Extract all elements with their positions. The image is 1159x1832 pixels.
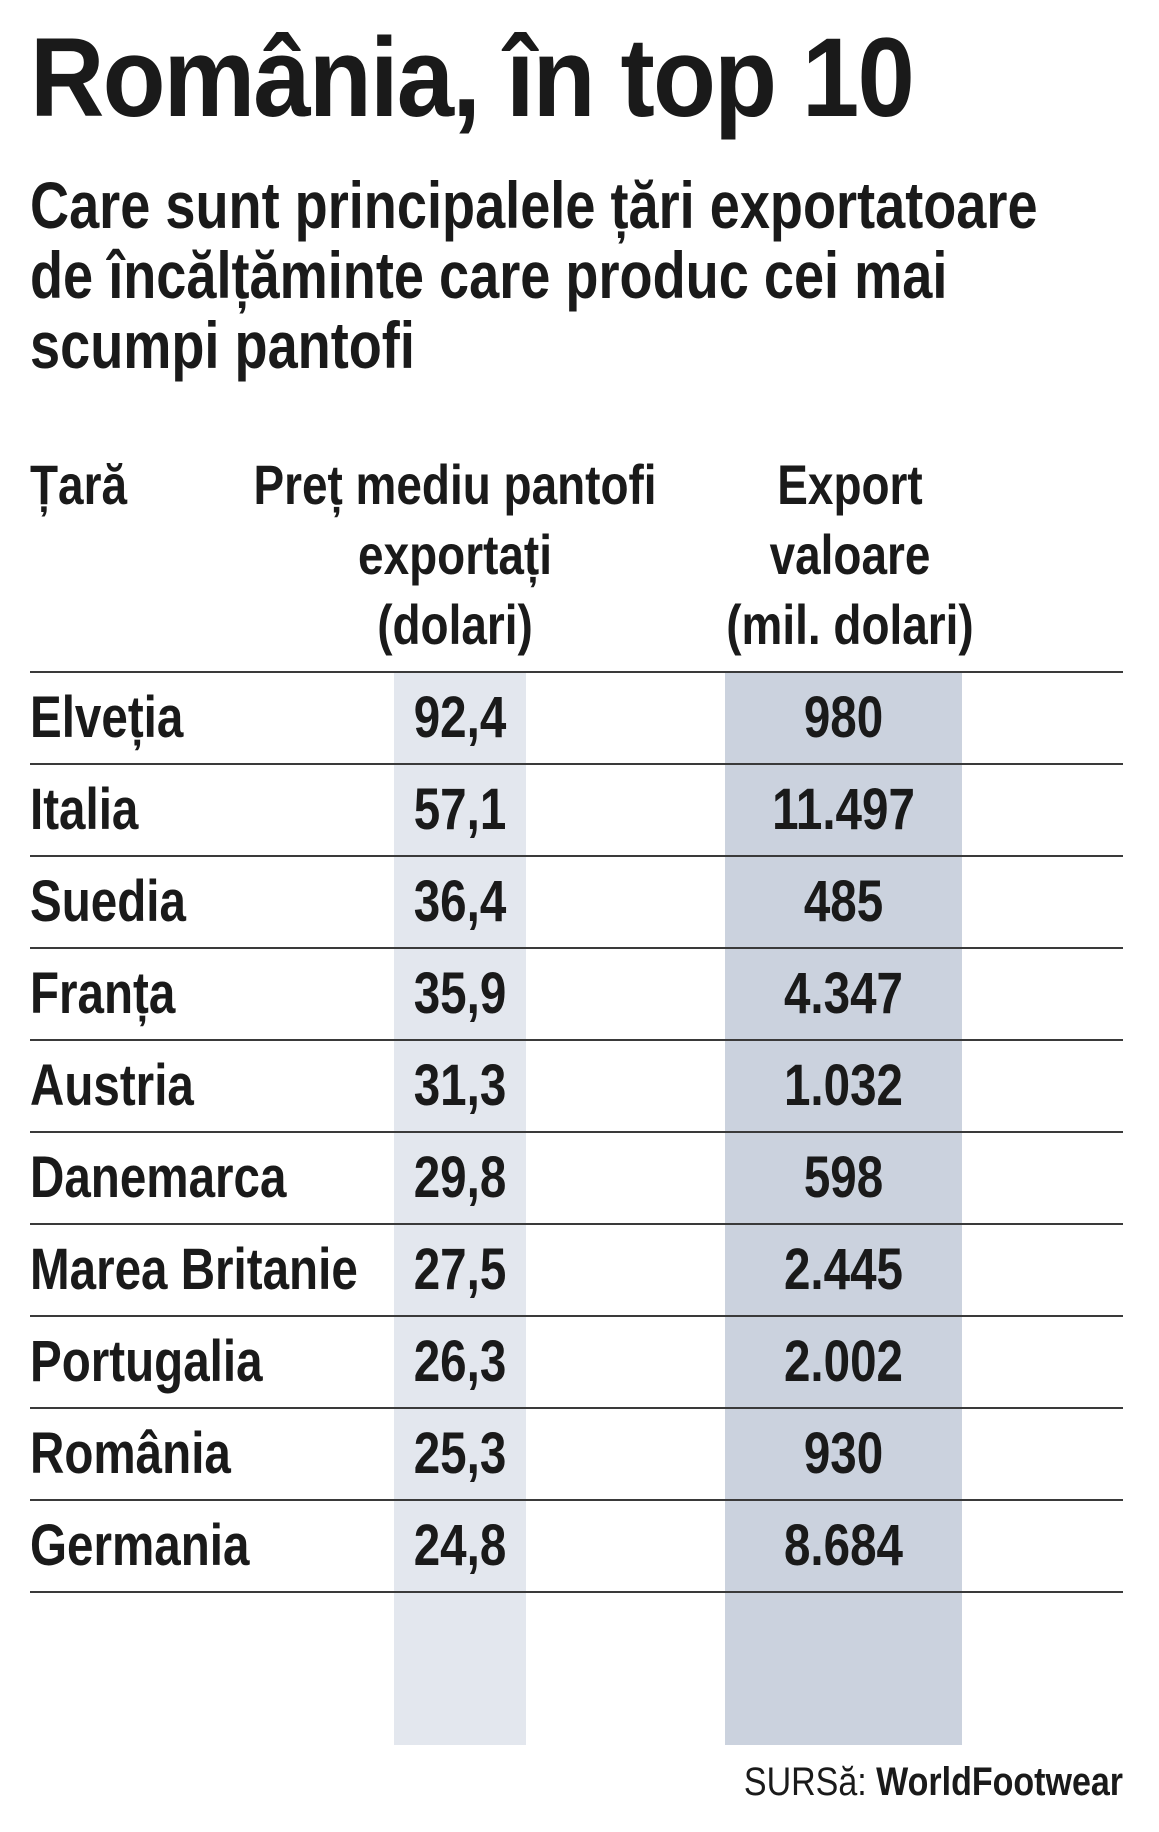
table-row: Italia 57,1 11.497 (0, 756, 1159, 863)
export-cell: 485 (803, 869, 884, 934)
price-cell: 29,8 (413, 1145, 507, 1210)
source-name: WorldFootwear (876, 1760, 1123, 1804)
page-title: România, în top 10 (30, 15, 915, 140)
column-header-line: valoare (769, 523, 931, 586)
table-row: Elveția 92,4 980 (0, 664, 1159, 771)
row-rule (30, 1039, 1123, 1041)
export-cell: 980 (803, 685, 884, 750)
country-cell: Suedia (30, 869, 186, 934)
price-cell: 25,3 (413, 1421, 507, 1486)
subtitle: Care sunt principalele țări exportatoare… (30, 170, 1096, 380)
export-cell: 11.497 (772, 777, 915, 842)
column-header-export: Export valoare (mil. dolari) (563, 450, 1137, 660)
country-cell: Austria (30, 1053, 194, 1118)
header-rule (30, 671, 1123, 673)
column-header-line: (dolari) (377, 593, 533, 656)
country-cell: Italia (30, 777, 139, 842)
column-header-price: Preț mediu pantofi exportați (dolari) (164, 450, 746, 660)
price-cell: 26,3 (413, 1329, 507, 1394)
subtitle-line: scumpi pantofi (30, 308, 415, 382)
row-rule (30, 855, 1123, 857)
export-cell: 4.347 (783, 961, 904, 1026)
table-row: Danemarca 29,8 598 (0, 1124, 1159, 1231)
row-rule (30, 947, 1123, 949)
row-rule (30, 1499, 1123, 1501)
column-header-line: exportați (358, 523, 552, 586)
column-header-line: (mil. dolari) (726, 593, 974, 656)
country-cell: Elveția (30, 685, 184, 750)
export-column-band (725, 672, 962, 1745)
table-row: Portugalia 26,3 2.002 (0, 1308, 1159, 1415)
table-row: Germania 24,8 8.684 (0, 1492, 1159, 1599)
table-row: România 25,3 930 (0, 1400, 1159, 1507)
price-column-band (394, 672, 526, 1745)
price-cell: 31,3 (413, 1053, 507, 1118)
source-label: SURSă: (743, 1760, 867, 1804)
row-rule (30, 763, 1123, 765)
table-row: Franța 35,9 4.347 (0, 940, 1159, 1047)
table-row: Suedia 36,4 485 (0, 848, 1159, 955)
country-cell: România (30, 1421, 231, 1486)
country-cell: Franța (30, 961, 176, 1026)
table-row: Marea Britanie 27,5 2.445 (0, 1216, 1159, 1323)
table-row: Austria 31,3 1.032 (0, 1032, 1159, 1139)
source-credit: SURSă: WorldFootwear (744, 1752, 1123, 1812)
price-cell: 24,8 (413, 1513, 507, 1578)
column-header-country: Țară (30, 450, 127, 520)
export-cell: 2.445 (783, 1237, 904, 1302)
row-rule (30, 1407, 1123, 1409)
row-rule (30, 1315, 1123, 1317)
subtitle-line: de încălțăminte care produc cei mai (30, 238, 948, 312)
price-cell: 92,4 (413, 685, 507, 750)
export-cell: 598 (803, 1145, 884, 1210)
export-cell: 1.032 (783, 1053, 904, 1118)
row-rule (30, 1131, 1123, 1133)
country-cell: Germania (30, 1513, 250, 1578)
column-header-line: Export (777, 453, 923, 516)
country-cell: Marea Britanie (30, 1237, 358, 1302)
price-cell: 57,1 (413, 777, 507, 842)
subtitle-line: Care sunt principalele țări exportatoare (30, 168, 1038, 242)
price-cell: 27,5 (413, 1237, 507, 1302)
country-cell: Portugalia (30, 1329, 263, 1394)
export-cell: 8.684 (783, 1513, 904, 1578)
row-rule (30, 1591, 1123, 1593)
export-cell: 2.002 (783, 1329, 904, 1394)
price-cell: 35,9 (413, 961, 507, 1026)
row-rule (30, 1223, 1123, 1225)
country-cell: Danemarca (30, 1145, 287, 1210)
export-cell: 930 (803, 1421, 884, 1486)
price-cell: 36,4 (413, 869, 507, 934)
column-header-line: Țară (30, 453, 128, 516)
column-header-line: Preț mediu pantofi (253, 453, 657, 516)
